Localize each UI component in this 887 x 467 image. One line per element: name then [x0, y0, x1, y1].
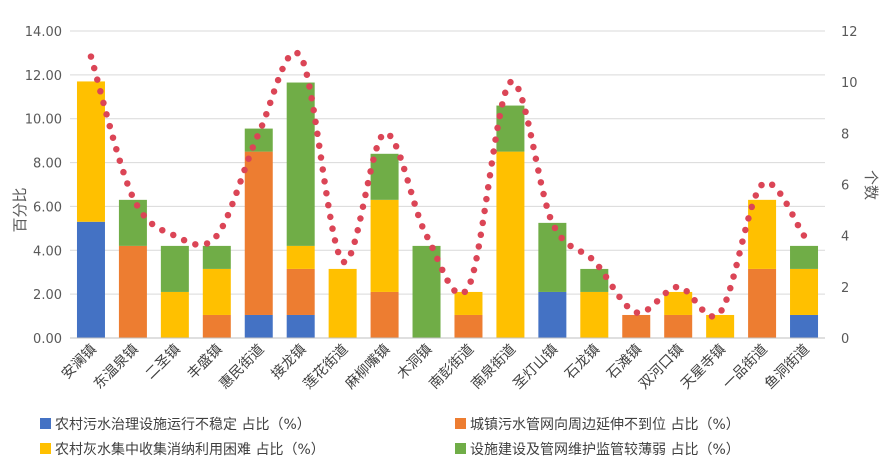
bar-segment	[370, 291, 399, 338]
bar-segment	[76, 81, 105, 222]
bar-segment	[328, 268, 357, 338]
bar-segment	[664, 291, 693, 315]
bar-series	[76, 81, 819, 338]
bar-segment	[160, 245, 189, 292]
category-label: 东温泉镇	[90, 341, 142, 393]
category-label: 南泉街道	[468, 341, 520, 393]
y-tick-label: 2.00	[33, 288, 62, 303]
bar-segment	[622, 314, 651, 338]
legend: 农村污水治理设施运行不稳定 占比（%） 城镇污水管网向周边延伸不到位 占比（%） 农…	[40, 417, 740, 458]
y-tick-label: 12.00	[25, 69, 62, 84]
y-tick-label: 0.00	[33, 332, 62, 347]
y-axis-right: 0 2 4 6 8 10 12	[841, 25, 858, 347]
y-axis-left: 0.00 2.00 4.00 6.00 8.00 10.00 12.00 14.00	[25, 25, 62, 347]
category-label: 石龙镇	[562, 342, 603, 383]
bar-segment	[202, 245, 231, 269]
y-axis-title: 百分比	[11, 187, 29, 232]
y2-tick-label: 8	[841, 127, 849, 142]
bar-segment	[118, 199, 147, 246]
category-label: 惠民街道	[217, 342, 268, 393]
legend-swatch	[455, 418, 466, 429]
bar-segment	[370, 199, 399, 292]
category-label: 南彭街道	[426, 342, 477, 393]
bar-segment	[706, 314, 735, 338]
bar-segment	[202, 314, 231, 338]
bar-segment	[748, 199, 777, 269]
category-label: 莲花街道	[301, 342, 352, 393]
legend-label: 农村灰水集中收集消纳利用困难 占比（%）	[55, 441, 325, 458]
y-tick-label: 14.00	[25, 25, 62, 40]
y2-tick-label: 6	[841, 179, 849, 194]
count-line-series	[87, 49, 808, 320]
y-tick-label: 4.00	[33, 244, 62, 259]
y2-tick-label: 2	[841, 281, 849, 296]
bar-segment	[790, 268, 819, 315]
bar-segment	[286, 268, 315, 315]
legend-swatch	[40, 443, 51, 454]
y-tick-label: 8.00	[33, 157, 62, 172]
category-label: 石滩镇	[604, 342, 645, 383]
bar-segment	[538, 291, 567, 338]
bar-segment	[202, 268, 231, 315]
bar-segment	[286, 245, 315, 269]
category-label: 一品街道	[720, 342, 771, 393]
gridlines	[70, 30, 825, 339]
legend-label: 城镇污水管网向周边延伸不到位 占比（%）	[470, 417, 740, 433]
legend-swatch	[455, 443, 466, 454]
category-label: 木洞镇	[394, 342, 435, 383]
category-label: 丰盛镇	[185, 342, 226, 383]
bar-segment	[244, 128, 273, 152]
bar-segment	[454, 291, 483, 315]
y2-axis-title: 个数	[862, 170, 880, 200]
y-tick-label: 6.00	[33, 200, 62, 215]
y2-tick-label: 4	[841, 230, 849, 245]
category-label: 接龙镇	[268, 341, 310, 383]
category-label: 天星寺镇	[678, 342, 729, 393]
y-tick-label: 10.00	[25, 113, 62, 128]
bar-segment	[118, 245, 147, 338]
legend-swatch	[40, 418, 51, 429]
category-label: 鱼洞街道	[761, 341, 813, 393]
category-label: 双河口镇	[636, 342, 687, 393]
bar-segment	[244, 151, 273, 315]
bar-segment	[790, 314, 819, 338]
bar-segment	[454, 314, 483, 338]
bar-segment	[538, 222, 567, 292]
count-line	[87, 49, 808, 320]
y2-tick-label: 0	[841, 332, 849, 347]
bar-segment	[286, 82, 315, 246]
bar-segment	[496, 151, 525, 338]
y2-tick-label: 10	[841, 76, 858, 91]
y2-tick-label: 12	[841, 25, 858, 40]
bar-segment	[160, 291, 189, 338]
legend-label: 农村污水治理设施运行不稳定 占比（%）	[55, 417, 311, 433]
legend-label: 设施建设及管网维护监管较薄弱 占比（%）	[470, 442, 740, 458]
bar-segment	[790, 245, 819, 269]
bar-segment	[244, 314, 273, 338]
bar-segment	[580, 291, 609, 338]
bar-segment	[286, 314, 315, 338]
bar-segment	[664, 314, 693, 338]
category-label: 二圣镇	[143, 342, 184, 383]
category-label: 安澜镇	[59, 342, 100, 383]
bar-segment	[748, 268, 777, 338]
bar-segment	[580, 268, 609, 292]
category-label: 麻柳嘴镇	[342, 341, 394, 393]
category-label: 圣灯山镇	[510, 342, 561, 393]
bar-segment	[76, 221, 105, 338]
